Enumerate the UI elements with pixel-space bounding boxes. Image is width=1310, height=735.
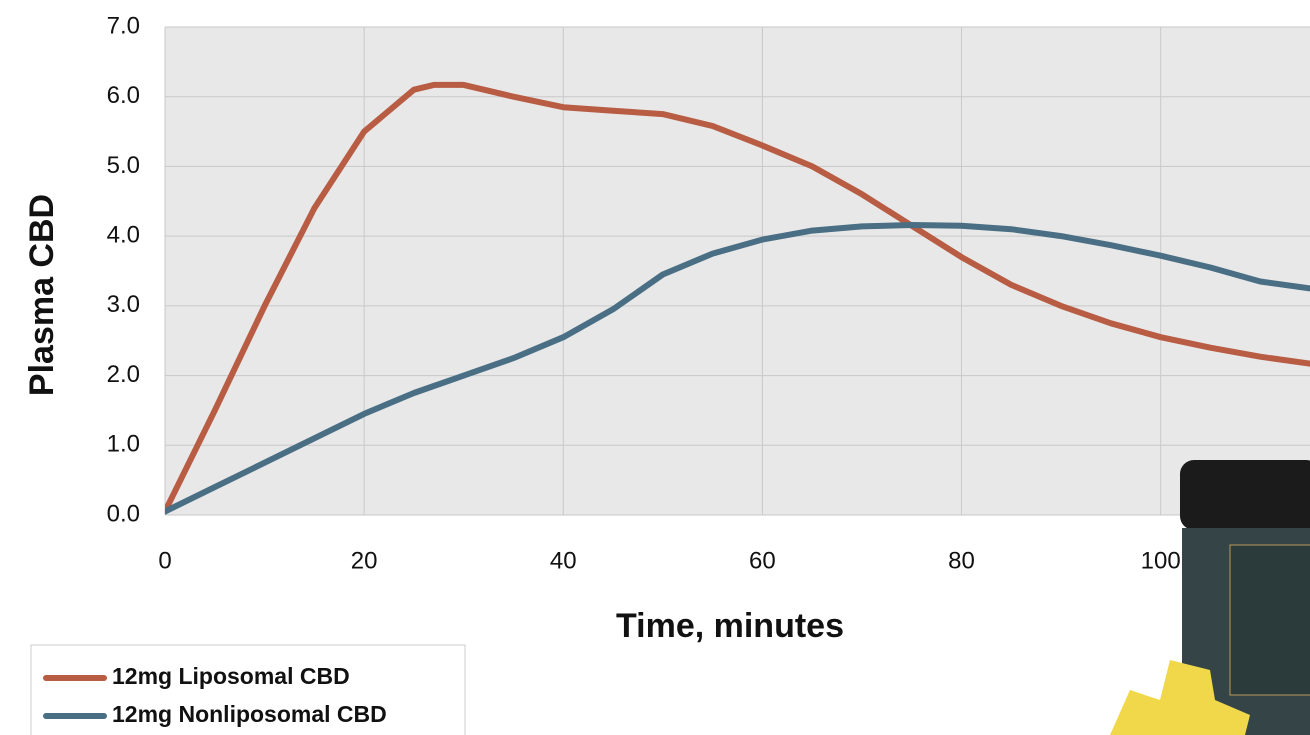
y-tick-label: 5.0 [107,152,140,179]
legend-label: 12mg Nonliposomal CBD [112,701,387,727]
data-line [165,81,1310,515]
x-tick-label: 80 [948,547,975,574]
y-tick-label: 0.0 [107,500,140,527]
x-tick-label: 0 [158,547,171,574]
x-tick-label: 40 [550,547,577,574]
y-tick-label: 1.0 [107,431,140,458]
y-tick-label: 4.0 [107,221,140,248]
legend-label: 12mg Liposomal CBD [112,663,350,689]
data-line [165,222,1310,515]
gummy [1110,660,1250,735]
x-tick-label: 60 [749,547,776,574]
y-tick-label: 7.0 [107,12,140,39]
jar-lid [1180,460,1310,530]
y-axis-title: Plasma CBD [23,194,61,396]
jar-label [1229,544,1310,696]
y-tick-label: 6.0 [107,82,140,109]
plot-area [165,27,1310,515]
x-axis-title: Time, minutes [616,607,844,645]
x-tick-label: 20 [351,547,378,574]
x-tick-label: 100 [1141,547,1181,574]
y-tick-label: 2.0 [107,361,140,388]
product-image [1110,460,1310,735]
y-tick-label: 3.0 [107,291,140,318]
legend-box [30,644,466,735]
